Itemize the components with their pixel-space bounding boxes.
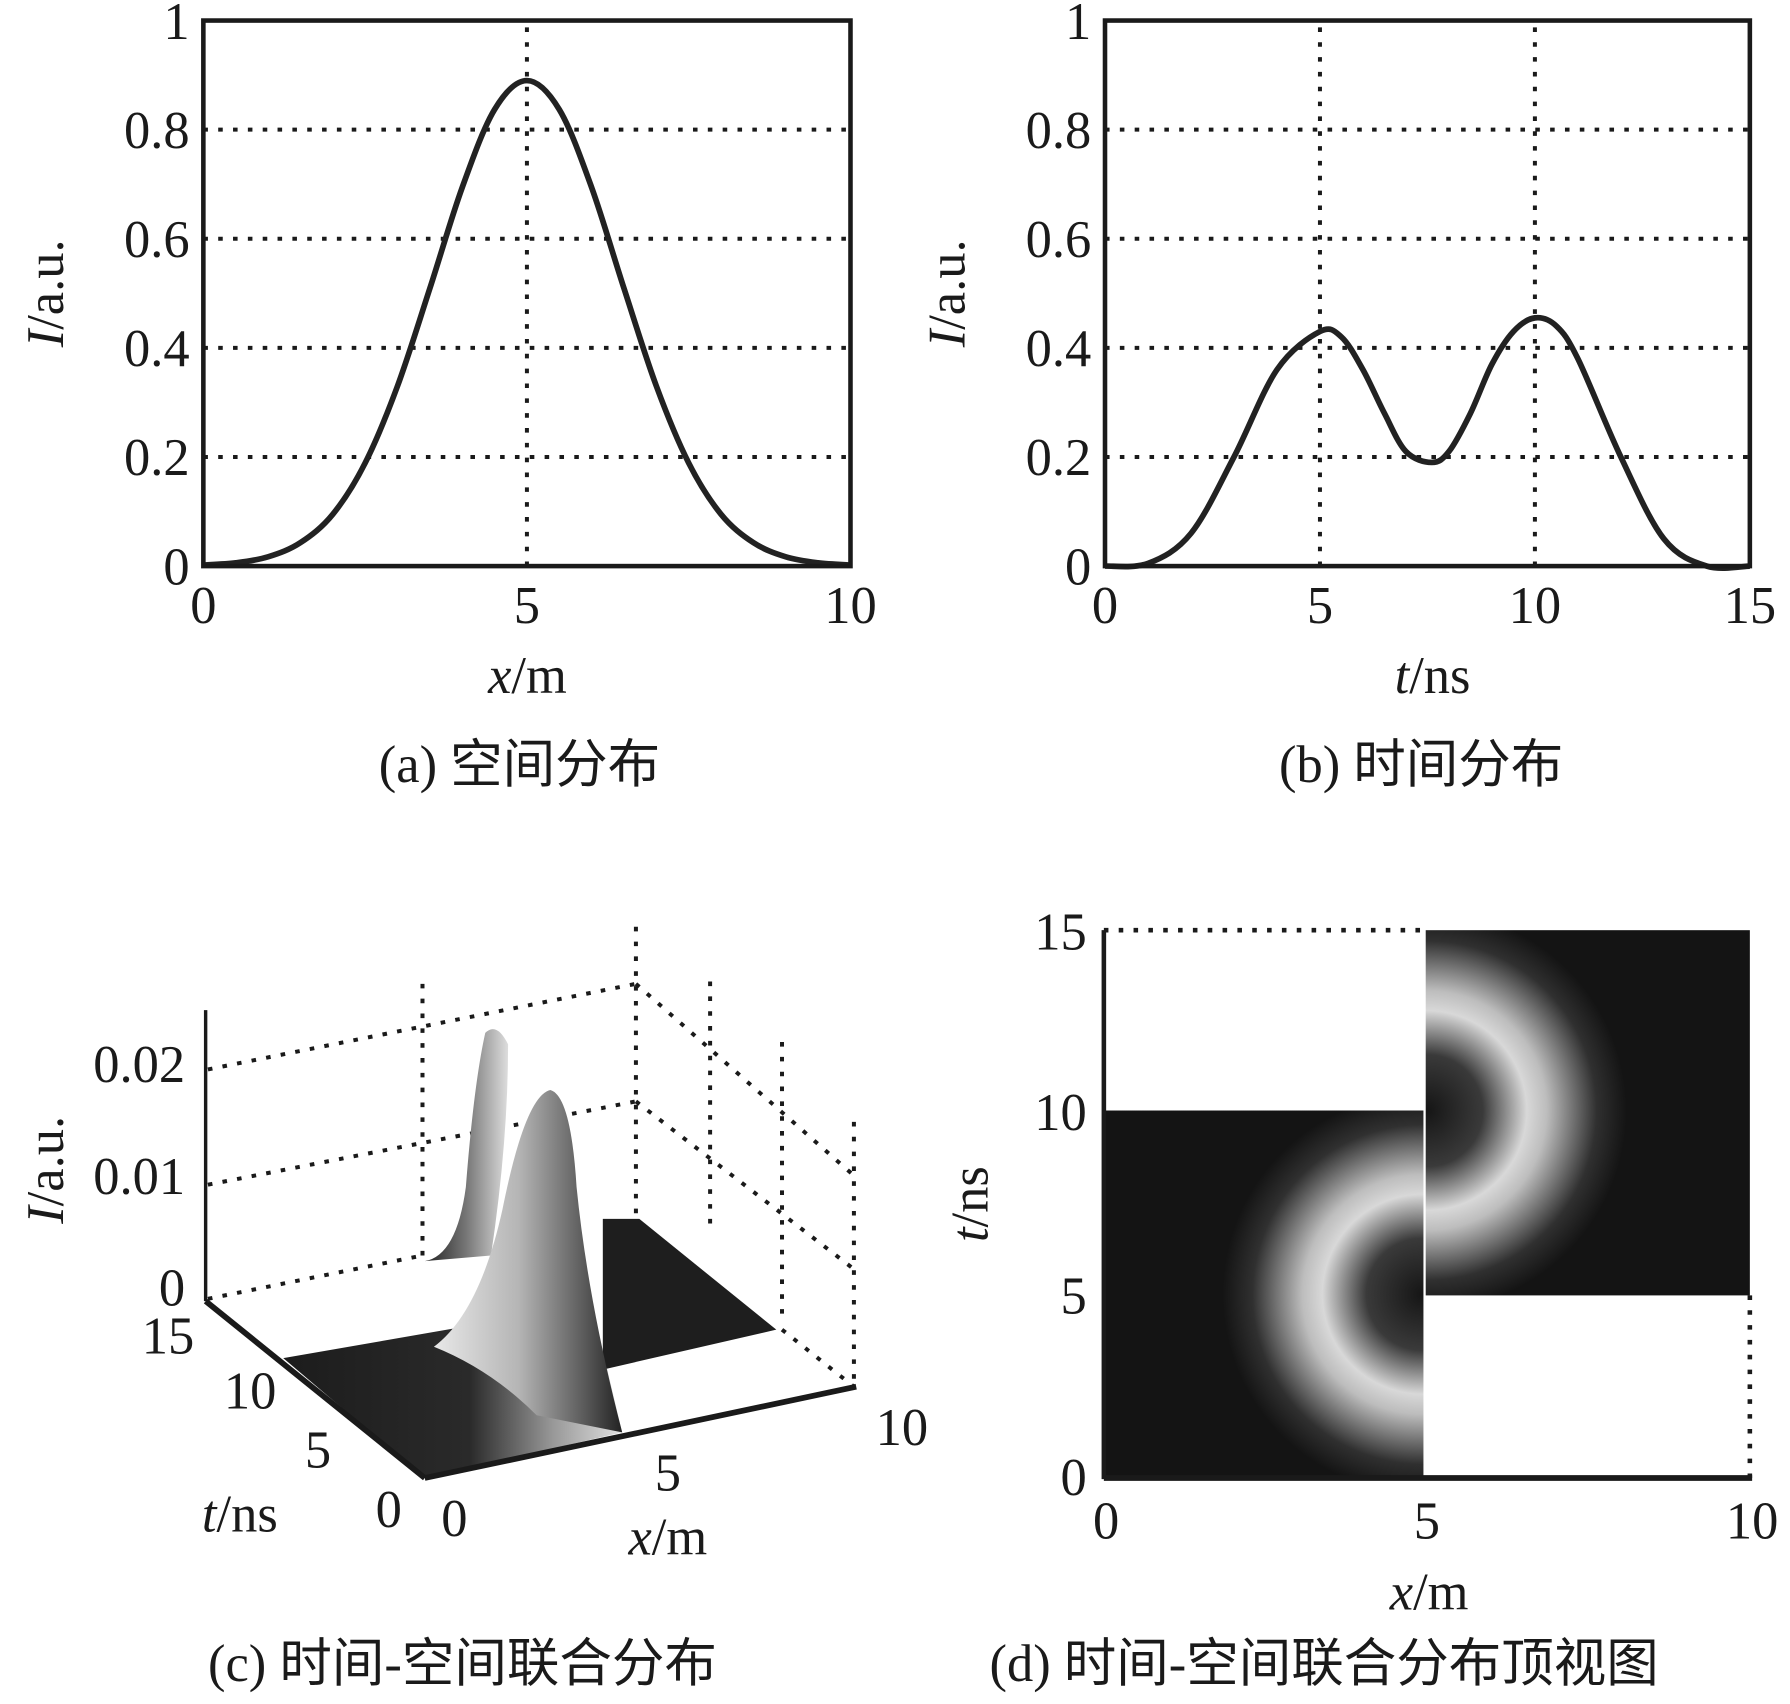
z-tick-label: 0.01 [93, 1148, 185, 1206]
x-tick-label: 10 [824, 577, 877, 635]
y-tick-label: 0.2 [124, 429, 190, 487]
x-axis-label: t/ns [1395, 647, 1471, 705]
surface-floor-right [602, 1218, 777, 1370]
caption-b: (b) 时间分布 [1279, 736, 1563, 794]
y-tick-label: 0.6 [124, 211, 190, 269]
y-tick-label: 15 [1034, 904, 1087, 962]
intensity-curve [1104, 314, 1750, 571]
y-tick-label: 0.8 [124, 102, 190, 160]
y-tick-label: 0 [1060, 1449, 1086, 1507]
t-tick-label: 0 [376, 1481, 402, 1539]
x-tick-label: 5 [1414, 1493, 1440, 1551]
t-axis [203, 1298, 427, 1481]
x-tick-label: 0 [441, 1490, 467, 1548]
t-tick-label: 15 [142, 1308, 195, 1366]
x-tick-label: 15 [1724, 577, 1777, 635]
curve-series [1104, 314, 1750, 571]
tick-labels: 00.20.40.60.810 5 10 [124, 0, 877, 635]
y-tick-label: 0.8 [1026, 102, 1092, 160]
z-tick-label: 0 [159, 1260, 185, 1318]
y-tick-label: 0.2 [1026, 429, 1092, 487]
y-axis-label: t/ns [941, 1166, 999, 1242]
z-tick-label: 0.02 [93, 1036, 185, 1094]
y-tick-label: 5 [1060, 1268, 1086, 1326]
y-tick-label: 1 [163, 0, 189, 51]
y-axis-label: I/a.u. [919, 239, 977, 348]
intensity-curve [203, 77, 851, 568]
y-tick-label: 0.4 [1026, 320, 1092, 378]
x-axis-label: x/m [487, 647, 567, 705]
x-tick-label: 5 [514, 577, 540, 635]
heatmap-block-right [1425, 930, 1750, 1296]
tick-labels: 00.20.40.60.810 5 10 15 [1026, 0, 1776, 635]
grid-lines [1105, 20, 1750, 567]
plot-frame [1102, 18, 1753, 569]
surface-peak-front [433, 1089, 623, 1433]
panel-c-joint-distribution-3d: 0.02 0.01 0 15 10 5 0 0 5 10 I/a.u. t/ns… [17, 926, 929, 1693]
x-axis-label: x/m [1389, 1563, 1469, 1621]
x-tick-label: 0 [190, 577, 216, 635]
caption-d: (d) 时间-空间联合分布顶视图 [989, 1635, 1658, 1693]
x-axis-label: x/m [628, 1508, 708, 1566]
panel-d-top-view-heatmap: 15 10 5 0 0 5 10 t/ns x/m (d) 时间-空间联合分布顶… [941, 904, 1778, 1694]
surface-peak-back [424, 1029, 509, 1262]
z-axis-label: I/a.u. [17, 1116, 75, 1225]
t-tick-label: 10 [224, 1362, 277, 1420]
curve-series [203, 77, 851, 568]
plot-frame [201, 18, 853, 569]
x-tick-label: 5 [655, 1445, 681, 1503]
y-tick-label: 0 [163, 538, 189, 596]
caption-c: (c) 时间-空间联合分布 [208, 1635, 717, 1693]
x-tick-label: 10 [1509, 577, 1562, 635]
y-tick-label: 10 [1034, 1084, 1087, 1142]
x-tick-label: 0 [1092, 577, 1118, 635]
x-tick-label: 0 [1093, 1493, 1119, 1551]
panel-a-spatial-distribution: 00.20.40.60.810 5 10 I/a.u. x/m (a) 空间分布 [17, 0, 877, 794]
heatmap-block-left [1103, 1110, 1424, 1479]
3d-grid-lines [207, 926, 856, 1389]
x-tick-label: 10 [1726, 1493, 1779, 1551]
grid-lines [203, 20, 851, 567]
y-tick-label: 0.4 [124, 320, 190, 378]
y-tick-label: 0 [1065, 538, 1091, 596]
y-axis-label: I/a.u. [17, 239, 75, 348]
x-tick-label: 10 [876, 1399, 929, 1457]
caption-a: (a) 空间分布 [379, 736, 660, 794]
x-tick-label: 5 [1307, 577, 1333, 635]
y-tick-label: 1 [1065, 0, 1091, 51]
t-tick-label: 5 [305, 1422, 331, 1480]
y-tick-label: 0.6 [1026, 211, 1092, 269]
x-axis [424, 1383, 857, 1481]
panel-b-temporal-distribution: 00.20.40.60.810 5 10 15 I/a.u. t/ns (b) 时间分… [919, 0, 1776, 794]
t-axis-label: t/ns [202, 1486, 278, 1544]
